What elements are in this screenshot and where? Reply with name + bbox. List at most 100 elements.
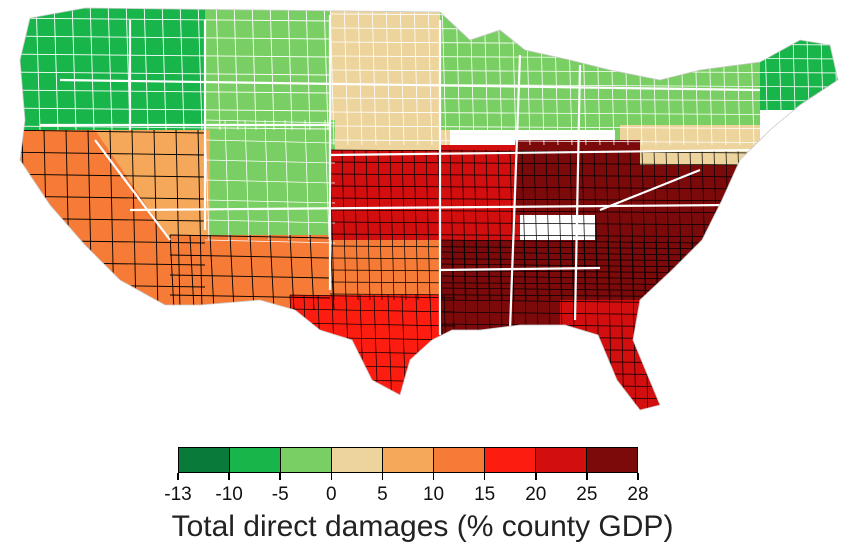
county-line: [289, 322, 456, 327]
county-line: [251, 8, 257, 131]
map-region-southeast: [595, 165, 760, 300]
county-line: [329, 125, 838, 130]
county-line: [0, 130, 4, 310]
county-line: [197, 8, 203, 131]
county-line: [545, 149, 551, 301]
legend-tick: [279, 473, 281, 480]
county-line: [289, 406, 456, 410]
county-line: [679, 239, 685, 410]
county-line: [323, 8, 329, 131]
legend-swatch: [230, 448, 281, 472]
county-line: [413, 8, 419, 146]
map-region-pacific-northwest: [20, 8, 135, 130]
county-line: [557, 149, 563, 301]
legend-swatch: [485, 448, 536, 472]
map-region-upper-midwest: [330, 8, 450, 150]
county-line: [20, 71, 331, 76]
county-line: [204, 139, 336, 144]
county-line: [385, 8, 391, 146]
county-line: [20, 129, 206, 134]
county-line: [264, 119, 270, 241]
map-region-southern-plains: [320, 240, 445, 300]
county-line: [439, 383, 701, 388]
county-line: [341, 149, 347, 301]
legend-tick-label: 25: [576, 484, 598, 505]
county-line: [20, 151, 206, 156]
county-line: [581, 149, 587, 301]
county-line: [439, 347, 701, 352]
county-line: [269, 8, 275, 131]
county-line: [289, 392, 456, 397]
county-line: [439, 335, 701, 340]
county-line: [204, 219, 336, 224]
legend-tick-label: 15: [474, 484, 496, 505]
county-line: [389, 149, 395, 301]
county-line: [641, 149, 647, 301]
legend-tick: [483, 473, 486, 480]
county-line: [427, 8, 433, 146]
legend-tick-labels: -13 -10 -5 0 5 10 15 20 25 28: [164, 484, 648, 508]
legend-color-bar: [178, 447, 638, 473]
county-line: [605, 149, 611, 301]
county-line: [215, 8, 221, 131]
county-line: [284, 119, 290, 241]
county-line: [204, 199, 336, 204]
legend-tick-label: 10: [422, 484, 445, 505]
county-line: [324, 119, 330, 241]
state-boundary: [329, 148, 761, 157]
legend-tick: [535, 473, 537, 480]
county-line: [439, 275, 701, 280]
map-region-desert-southwest: [170, 235, 330, 310]
county-line: [169, 274, 331, 279]
county-line: [224, 119, 230, 241]
legend-tick: [330, 473, 333, 480]
county-line: [617, 149, 623, 301]
county-line: [143, 8, 149, 131]
county-line: [204, 159, 336, 164]
county-line: [233, 8, 239, 131]
county-line: [289, 308, 456, 313]
county-line: [249, 234, 255, 311]
legend-tick: [177, 473, 179, 480]
county-line: [169, 294, 331, 299]
county-line: [329, 161, 761, 166]
county-line: [169, 254, 331, 259]
county-line: [439, 395, 701, 400]
us-county-damage-map: [0, 7, 839, 411]
county-line: [439, 251, 701, 256]
county-line: [631, 239, 637, 410]
county-line: [204, 119, 336, 124]
map-region-great-lakes: [440, 8, 620, 130]
county-line: [439, 359, 701, 364]
legend-tick-marks: [177, 473, 639, 483]
county-line: [329, 245, 761, 250]
state-boundary: [573, 64, 582, 321]
legend-swatch: [587, 448, 637, 472]
county-line: [399, 8, 405, 146]
county-line: [20, 173, 206, 178]
state-boundary: [94, 139, 171, 241]
legend-swatch: [434, 448, 485, 472]
county-line: [329, 209, 761, 214]
county-line: [289, 294, 456, 299]
county-line: [20, 305, 206, 310]
county-line: [749, 149, 755, 301]
county-line: [20, 17, 331, 22]
map-region-northern-plains: [205, 8, 335, 120]
county-line: [653, 149, 659, 301]
map-region-northern-rockies: [130, 8, 210, 130]
county-line: [401, 149, 407, 301]
legend-tick-label: -10: [215, 484, 243, 505]
county-line: [329, 197, 761, 202]
county-line: [353, 149, 359, 301]
county-line: [593, 149, 599, 301]
county-line: [737, 149, 743, 301]
legend-tick: [586, 473, 588, 480]
legend-tick-label: 0: [326, 484, 337, 505]
county-line: [329, 221, 761, 226]
county-line: [289, 294, 295, 410]
county-line: [439, 407, 701, 410]
county-line: [365, 149, 371, 301]
county-line: [629, 149, 635, 301]
county-line: [329, 111, 838, 116]
